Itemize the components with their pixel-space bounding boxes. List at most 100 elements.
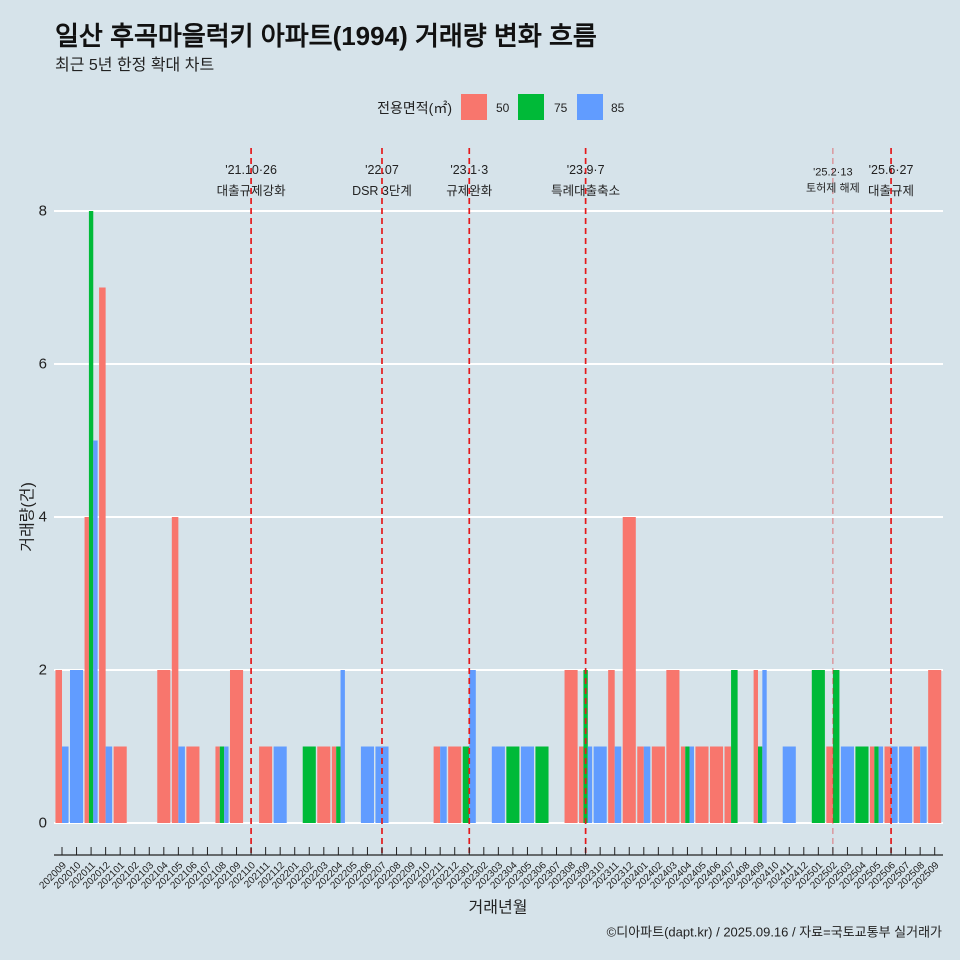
event-date-label: '25.2·13 <box>813 166 852 178</box>
bar-50-202109 <box>229 670 244 823</box>
legend-label-50: 50 <box>496 101 510 115</box>
legend-swatch-85 <box>577 94 603 120</box>
x-axis-title: 거래년월 <box>469 899 528 917</box>
bar-50-202404 <box>680 746 686 823</box>
bar-75-202301 <box>462 746 470 823</box>
bar-50-202312 <box>622 517 636 823</box>
event-description-label: 특례대출축소 <box>551 184 620 198</box>
bar-75-202204 <box>336 746 341 823</box>
legend-label-75: 75 <box>554 101 568 115</box>
bar-85-202009 <box>62 746 69 823</box>
legend-swatch-75 <box>518 94 544 120</box>
bar-50-202204 <box>331 746 337 823</box>
bar-75-202505 <box>874 746 879 823</box>
bar-85-202506 <box>891 746 898 823</box>
event-date-label: '21.10·26 <box>225 163 277 177</box>
y-tick-label: 8 <box>39 203 47 220</box>
bar-50-202406 <box>709 746 724 823</box>
y-axis-title: 거래량(건) <box>19 482 37 552</box>
bar-85-202503 <box>840 746 854 823</box>
y-axis-ticks: 0 2 4 6 8 <box>39 203 47 832</box>
legend-label-85: 85 <box>611 101 625 115</box>
bar-85-202305 <box>520 746 534 823</box>
bar-85-202409 <box>762 670 767 823</box>
bar-50-202401 <box>637 746 644 823</box>
bar-50-202211 <box>433 746 441 823</box>
bar-50-202012 <box>99 287 106 823</box>
bar-75-202304 <box>506 746 520 823</box>
bar-50-202403 <box>666 670 680 823</box>
bar-85-202112 <box>273 746 287 823</box>
bar-50-202506 <box>884 746 892 823</box>
bar-50-202212 <box>448 746 462 823</box>
bar-85-202010 <box>69 670 84 823</box>
bar-85-202105 <box>178 746 185 823</box>
bar-50-202505 <box>869 746 875 823</box>
bar-85-202012 <box>105 746 113 823</box>
bar-50-202407 <box>724 746 732 823</box>
bar-50-202011 <box>84 517 89 823</box>
bar-50-202502 <box>826 746 833 823</box>
chart-title: 일산 후곡마을럭키 아파트(1994) 거래량 변화 흐름 <box>55 21 597 51</box>
bar-50-202309 <box>579 746 584 823</box>
bar-50-202009 <box>55 670 62 823</box>
bar-75-202404 <box>685 746 690 823</box>
bar-85-202011 <box>93 440 98 823</box>
bar-50-202509 <box>928 670 942 823</box>
bar-50-202402 <box>651 746 665 823</box>
gridlines <box>54 210 943 824</box>
annotations: '21.10·26 대출규제강화 '22.07 DSR 3단계 '23.1·3 규제완화 '… <box>217 148 914 853</box>
bar-50-202108 <box>215 746 220 823</box>
bar-50-202308 <box>564 670 578 823</box>
y-tick-label: 6 <box>39 356 47 373</box>
bar-85-202411 <box>782 746 796 823</box>
bar-50-202409 <box>753 670 758 823</box>
event-description-label: DSR 3단계 <box>352 184 412 198</box>
bar-85-202303 <box>491 746 505 823</box>
bar-50-202101 <box>113 746 127 823</box>
bar-85-202207 <box>375 746 389 823</box>
bar-75-202011 <box>88 211 94 823</box>
bar-75-202501 <box>811 670 825 823</box>
bar-85-202508 <box>920 746 927 823</box>
bar-50-202203 <box>317 746 331 823</box>
bar-75-202108 <box>219 746 225 823</box>
bar-75-202504 <box>855 746 869 823</box>
event-description-label: 대출규제 <box>868 184 914 198</box>
caption: ©디아파트(dapt.kr) / 2025.09.16 / 자료=국토교통부 실… <box>607 925 942 940</box>
event-description-label: 규제완화 <box>446 184 493 198</box>
bar-85-202206 <box>360 746 374 823</box>
bar-50-202105 <box>171 517 179 823</box>
bar-75-202407 <box>731 670 738 823</box>
bar-75-202202 <box>302 746 316 823</box>
bar-85-202108 <box>224 746 229 823</box>
bar-85-202309 <box>587 746 593 823</box>
bar-85-202204 <box>340 670 345 823</box>
bar-85-202505 <box>878 746 884 823</box>
bar-50-202111 <box>259 746 273 823</box>
event-date-label: '25.6·27 <box>869 163 914 177</box>
event-date-label: '23.9·7 <box>567 163 605 177</box>
bar-50-202405 <box>695 746 709 823</box>
y-tick-label: 4 <box>39 509 47 526</box>
bar-75-202309 <box>583 670 588 823</box>
bar-85-202404 <box>689 746 694 823</box>
bar-50-202106 <box>186 746 200 823</box>
bar-85-202310 <box>593 746 607 823</box>
bars <box>55 211 942 823</box>
bar-75-202306 <box>535 746 549 823</box>
bar-85-202211 <box>440 746 447 823</box>
bar-75-202409 <box>757 746 763 823</box>
bar-50-202508 <box>913 746 921 823</box>
bar-85-202311 <box>614 746 622 823</box>
bar-85-202301 <box>469 670 476 823</box>
event-description-label: 대출규제강화 <box>217 184 287 198</box>
bar-50-202104 <box>157 670 171 823</box>
legend-title: 전용면적(㎡) <box>377 100 452 116</box>
bar-50-202311 <box>608 670 615 823</box>
y-tick-label: 2 <box>39 662 47 679</box>
bar-75-202502 <box>832 670 840 823</box>
legend: 전용면적(㎡) 50 75 85 <box>377 94 625 120</box>
event-date-label: '23.1·3 <box>450 163 488 177</box>
